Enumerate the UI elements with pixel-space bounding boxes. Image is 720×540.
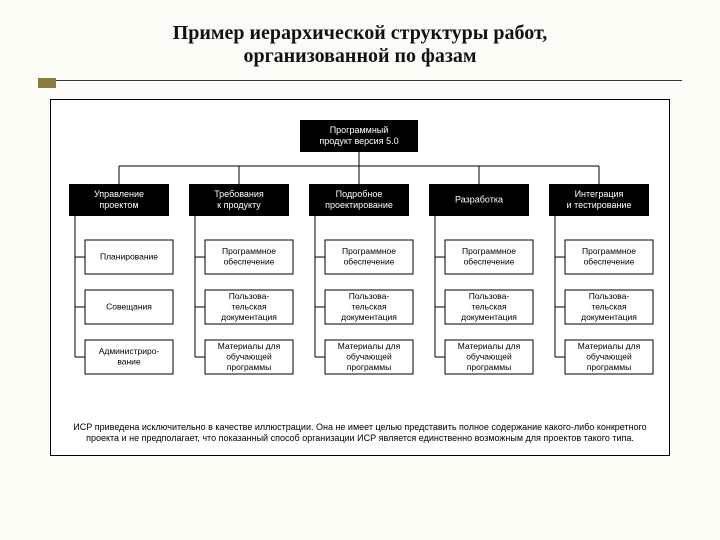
- svg-text:документация: документация: [461, 312, 517, 322]
- svg-text:Совещания: Совещания: [106, 301, 152, 311]
- svg-text:Программное: Программное: [222, 246, 276, 256]
- title-line-1: Пример иерархической структуры работ,: [60, 22, 660, 45]
- svg-text:тельская: тельская: [351, 301, 387, 311]
- svg-text:тельская: тельская: [231, 301, 267, 311]
- title-line-2: организованной по фазам: [60, 45, 660, 68]
- title-underline: [38, 80, 682, 81]
- svg-text:Пользова-: Пользова-: [349, 291, 390, 301]
- diagram-frame: Программныйпродукт версия 5.0Управлениеп…: [50, 99, 670, 456]
- svg-text:Управление: Управление: [94, 189, 144, 199]
- svg-text:к продукту: к продукту: [217, 200, 261, 210]
- svg-text:Программное: Программное: [342, 246, 396, 256]
- svg-text:проектом: проектом: [99, 200, 138, 210]
- svg-text:Пользова-: Пользова-: [469, 291, 510, 301]
- svg-text:Администриро-: Администриро-: [99, 346, 160, 356]
- svg-text:программы: программы: [227, 362, 271, 372]
- svg-text:Материалы для: Материалы для: [578, 341, 641, 351]
- svg-text:программы: программы: [587, 362, 631, 372]
- svg-text:Материалы для: Материалы для: [338, 341, 401, 351]
- svg-text:документация: документация: [581, 312, 637, 322]
- svg-text:Пользова-: Пользова-: [589, 291, 630, 301]
- svg-text:вание: вание: [117, 357, 141, 367]
- svg-text:Планирование: Планирование: [100, 251, 158, 261]
- svg-text:Материалы для: Материалы для: [458, 341, 521, 351]
- svg-text:Программное: Программное: [582, 246, 636, 256]
- svg-text:Подробное: Подробное: [336, 189, 383, 199]
- svg-text:Интеграция: Интеграция: [575, 189, 624, 199]
- svg-text:программы: программы: [467, 362, 511, 372]
- diagram-footnote: ИСР приведена исключительно в качестве и…: [63, 414, 657, 447]
- svg-text:обеспечение: обеспечение: [584, 257, 635, 267]
- svg-text:обеспечение: обеспечение: [344, 257, 395, 267]
- svg-text:тельская: тельская: [471, 301, 507, 311]
- svg-text:Требования: Требования: [214, 189, 264, 199]
- svg-text:документация: документация: [221, 312, 277, 322]
- svg-text:обучающей: обучающей: [466, 351, 512, 361]
- svg-text:проектирование: проектирование: [325, 200, 393, 210]
- svg-text:обеспечение: обеспечение: [464, 257, 515, 267]
- svg-text:продукт версия 5.0: продукт версия 5.0: [319, 136, 398, 146]
- slide-title: Пример иерархической структуры работ, ор…: [0, 0, 720, 74]
- title-accent-box: [38, 78, 56, 88]
- svg-text:обеспечение: обеспечение: [224, 257, 275, 267]
- svg-text:Пользова-: Пользова-: [229, 291, 270, 301]
- svg-text:обучающей: обучающей: [586, 351, 632, 361]
- svg-text:программы: программы: [347, 362, 391, 372]
- svg-text:Разработка: Разработка: [455, 194, 503, 204]
- wbs-tree-diagram: Программныйпродукт версия 5.0Управлениеп…: [63, 114, 655, 414]
- svg-text:Программный: Программный: [330, 125, 389, 135]
- svg-text:обучающей: обучающей: [226, 351, 272, 361]
- svg-text:тельская: тельская: [591, 301, 627, 311]
- svg-text:и тестирование: и тестирование: [567, 200, 632, 210]
- svg-text:Материалы для: Материалы для: [218, 341, 281, 351]
- svg-text:Программное: Программное: [462, 246, 516, 256]
- svg-text:обучающей: обучающей: [346, 351, 392, 361]
- svg-text:документация: документация: [341, 312, 397, 322]
